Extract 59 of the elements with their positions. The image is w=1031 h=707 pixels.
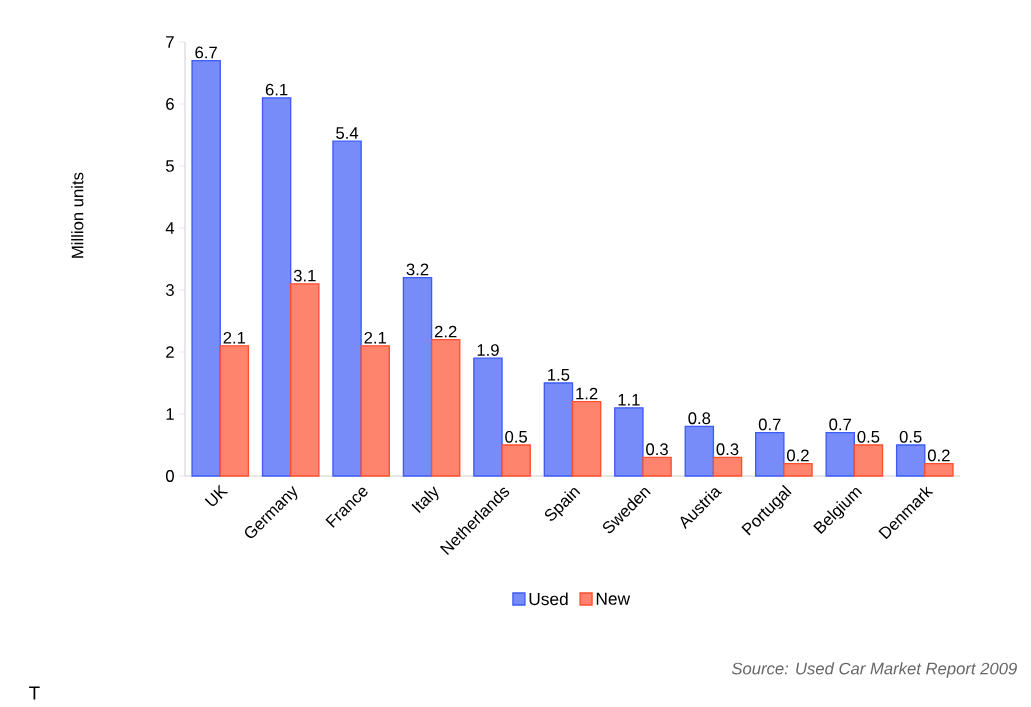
bar [755, 431, 785, 477]
bar [290, 283, 320, 477]
y-tick-label: 3 [165, 284, 174, 296]
data-label: 5.4 [336, 127, 359, 139]
bar [853, 444, 884, 477]
x-tick-label: UK [204, 484, 229, 506]
bar [332, 140, 362, 477]
data-label: 6.1 [265, 83, 288, 96]
y-tick-label: 7 [166, 36, 174, 48]
data-label: 0.2 [787, 449, 809, 462]
y-tick-label: 0 [165, 470, 174, 482]
y-tick-label: 2 [166, 346, 174, 358]
bar [642, 456, 672, 477]
data-label: 1.1 [618, 394, 640, 406]
data-label: 2.2 [434, 325, 457, 338]
data-label: 3.2 [406, 263, 429, 276]
source-note: Source: Used Car Market Report 2009 [731, 662, 1017, 678]
bar [430, 338, 461, 477]
legend-label: Used [529, 592, 568, 606]
y-tick-label: 5 [166, 160, 174, 172]
bar [191, 59, 221, 477]
bar [684, 425, 715, 477]
data-label: 1.9 [477, 344, 499, 356]
bar [473, 357, 503, 477]
data-label: 6.7 [195, 46, 217, 59]
bar [501, 444, 531, 477]
y-tick-label: 1 [166, 408, 174, 420]
y-axis-title: Million units [71, 172, 84, 258]
bar [261, 97, 292, 477]
bar [825, 431, 855, 477]
data-label: 0.3 [716, 443, 739, 456]
data-label: 0.5 [857, 430, 880, 443]
y-tick-label: 4 [165, 222, 175, 234]
data-label: 2.1 [223, 331, 246, 344]
data-label: 0.5 [505, 430, 528, 443]
bar [712, 456, 743, 477]
bar [219, 345, 250, 477]
bar [614, 407, 644, 477]
data-label: 0.2 [927, 449, 950, 462]
bar [402, 276, 433, 477]
bar [571, 400, 602, 477]
bar [895, 444, 926, 477]
data-label: 0.7 [829, 418, 851, 431]
legend-label: New [596, 592, 631, 605]
y-tick-label: 6 [166, 98, 174, 110]
data-label: 0.5 [899, 430, 922, 443]
bar [543, 382, 574, 477]
x-tick-label: Italy [411, 486, 439, 514]
text: T [29, 686, 40, 700]
data-label: 1.5 [548, 369, 570, 381]
bar [924, 462, 954, 477]
data-label: 0.8 [688, 412, 711, 425]
data-label: 0.7 [758, 418, 781, 431]
data-label: 1.2 [576, 387, 598, 400]
bar [360, 345, 390, 477]
bar [783, 462, 813, 477]
data-label: 0.3 [646, 443, 668, 456]
data-label: 3.1 [293, 269, 316, 282]
data-label: 2.1 [364, 331, 386, 344]
